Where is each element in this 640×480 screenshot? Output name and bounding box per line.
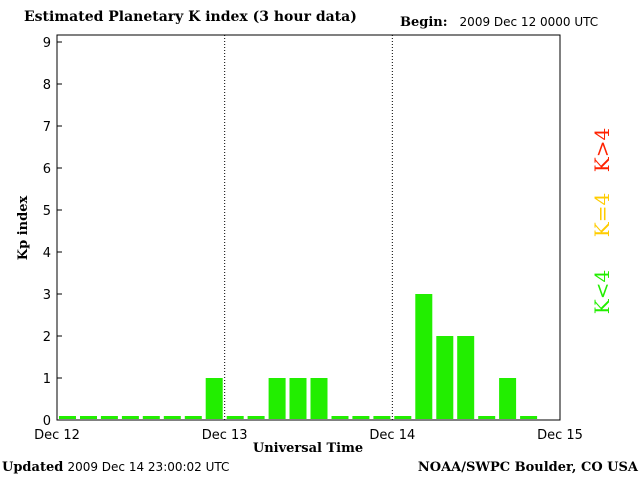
kp-bar — [457, 336, 475, 419]
kp-bar — [247, 416, 265, 419]
chart-title: Estimated Planetary K index (3 hour data… — [24, 9, 357, 25]
kp-bar — [415, 294, 433, 419]
plot-area — [56, 34, 561, 421]
kp-bar — [121, 416, 139, 419]
y-tick-label: 2 — [43, 330, 51, 345]
x-axis: Dec 12 Dec 13 Dec 14 Dec 15 — [34, 428, 583, 443]
y-axis-title: Kp index — [16, 196, 31, 261]
kp-bar — [310, 378, 328, 419]
updated-value: 2009 Dec 14 23:00:02 UTC — [67, 460, 230, 474]
kp-bar — [80, 416, 97, 419]
kp-bar — [331, 416, 349, 419]
kp-bar — [373, 416, 391, 419]
legend-k-below-4: K<4 — [590, 270, 614, 314]
begin-time: Begin: 2009 Dec 12 0000 UTC — [400, 15, 598, 30]
x-tick-label: Dec 13 — [202, 428, 248, 443]
credit: NOAA/SWPC Boulder, CO USA — [417, 460, 638, 475]
x-axis-title: Universal Time — [253, 441, 363, 456]
y-tick-label: 4 — [43, 246, 51, 261]
legend-k-above-4: K>4 — [590, 128, 614, 172]
y-tick-label: 6 — [43, 162, 51, 177]
kp-bar — [163, 416, 181, 419]
kp-bar — [184, 416, 202, 419]
updated-timestamp: Updated 2009 Dec 14 23:00:02 UTC — [2, 460, 229, 475]
x-tick-label: Dec 14 — [369, 428, 415, 443]
y-tick-label: 8 — [43, 78, 51, 93]
day-dividers — [224, 35, 393, 420]
y-tick-label: 3 — [43, 288, 51, 303]
kp-bar — [59, 416, 76, 419]
begin-label: Begin: — [400, 15, 448, 30]
kp-bar — [205, 378, 223, 419]
kp-bar — [520, 416, 538, 419]
kp-bar — [268, 378, 286, 419]
kp-bar — [478, 416, 496, 419]
kp-bar — [352, 416, 370, 419]
x-tick-label: Dec 12 — [34, 428, 80, 443]
kp-bar — [142, 416, 160, 419]
kp-bar — [100, 416, 118, 419]
legend-k-equal-4: K=4 — [590, 193, 614, 237]
bar-series — [59, 294, 538, 419]
kp-bar — [289, 378, 307, 419]
updated-label: Updated — [2, 460, 64, 475]
kp-bar — [226, 416, 244, 419]
y-tick-label: 5 — [43, 204, 51, 219]
y-tick-label: 1 — [43, 372, 51, 387]
y-tick-label: 7 — [43, 120, 51, 135]
kp-bar — [394, 416, 412, 419]
kp-bar — [499, 378, 517, 419]
y-tick-label: 0 — [43, 414, 51, 429]
begin-value: 2009 Dec 12 0000 UTC — [459, 15, 599, 29]
y-axis: 0 1 2 3 4 5 6 7 8 9 — [43, 36, 62, 429]
y-tick-label: 9 — [43, 36, 51, 51]
x-tick-label: Dec 15 — [537, 428, 583, 443]
kp-bar — [436, 336, 454, 419]
